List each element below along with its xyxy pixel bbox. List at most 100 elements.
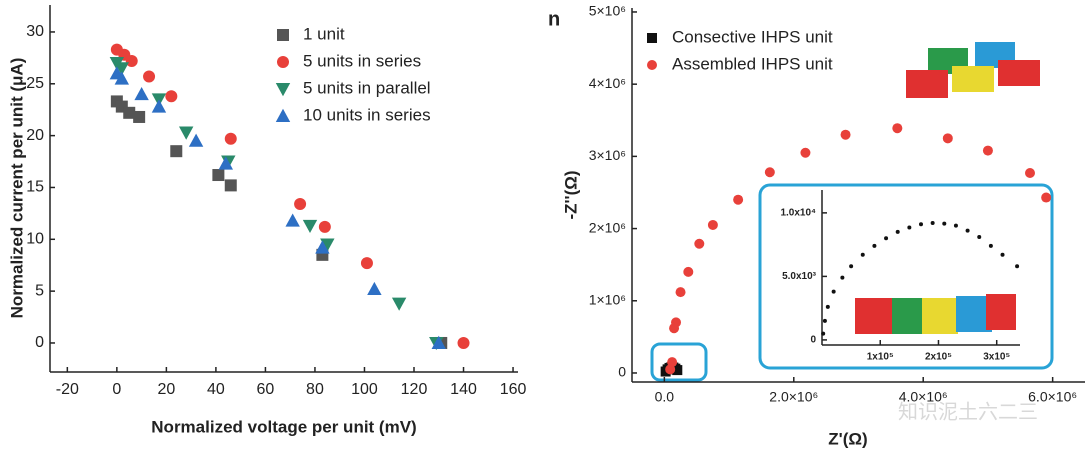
point bbox=[694, 238, 705, 249]
y-tick-label: 25 bbox=[26, 75, 44, 92]
y-tick-label: 1×10⁶ bbox=[589, 291, 626, 307]
legend-label: Assembled IHPS unit bbox=[672, 54, 833, 73]
x-tick-label: 140 bbox=[450, 381, 477, 398]
x-tick-label: 160 bbox=[500, 381, 527, 398]
x-tick-label: 4.0×10⁶ bbox=[899, 389, 948, 405]
point bbox=[133, 110, 146, 123]
point bbox=[840, 275, 845, 280]
point bbox=[988, 243, 993, 248]
point bbox=[895, 229, 900, 234]
y-axis-label: -Z''(Ω) bbox=[561, 170, 580, 219]
point bbox=[821, 331, 826, 336]
blocks-icon bbox=[906, 42, 1040, 98]
point bbox=[822, 318, 827, 323]
point bbox=[907, 225, 912, 230]
point bbox=[764, 167, 775, 178]
x-tick-label: 1x10⁵ bbox=[867, 352, 894, 363]
x-tick-label: 6.0×10⁶ bbox=[1028, 389, 1077, 405]
legend-label: 5 units in parallel bbox=[303, 78, 431, 97]
point bbox=[671, 317, 682, 328]
point bbox=[178, 126, 194, 140]
y-tick-label: 30 bbox=[26, 23, 44, 40]
y-tick-label: 20 bbox=[26, 127, 44, 144]
point bbox=[212, 169, 225, 182]
legend-marker bbox=[277, 29, 289, 41]
point bbox=[683, 266, 694, 277]
point bbox=[218, 156, 234, 170]
zoom-frame bbox=[650, 342, 708, 382]
x-tick-label: 100 bbox=[351, 381, 378, 398]
y-tick-label: 2×10⁶ bbox=[589, 219, 626, 235]
point bbox=[977, 235, 982, 240]
point bbox=[114, 71, 130, 85]
legend-marker bbox=[277, 56, 289, 68]
point bbox=[134, 86, 149, 101]
point bbox=[930, 221, 935, 226]
point bbox=[320, 238, 335, 252]
legend-marker bbox=[275, 108, 291, 122]
point bbox=[114, 62, 130, 76]
point bbox=[318, 220, 331, 233]
point bbox=[224, 179, 237, 192]
point bbox=[919, 222, 923, 227]
y-tick-label: 1.0x10⁴ bbox=[780, 208, 816, 219]
x-axis-label: Normalized voltage per unit (mV) bbox=[151, 417, 416, 436]
point bbox=[165, 90, 178, 103]
y-tick-label: 5×10⁶ bbox=[589, 3, 626, 19]
point bbox=[860, 252, 865, 257]
point bbox=[224, 132, 237, 145]
point bbox=[849, 264, 854, 269]
point bbox=[170, 145, 183, 158]
point bbox=[1000, 252, 1005, 257]
y-axis-label: Normalized current per unit (μA) bbox=[7, 58, 26, 319]
legend-label: Consective IHPS unit bbox=[672, 27, 833, 46]
y-tick-label: 0 bbox=[35, 334, 44, 351]
point bbox=[942, 221, 947, 226]
y-tick-label: 3×10⁶ bbox=[589, 147, 626, 163]
y-tick-label: 10 bbox=[26, 231, 44, 248]
point bbox=[1015, 264, 1020, 269]
point bbox=[667, 357, 678, 368]
legend-label: 1 unit bbox=[303, 24, 345, 43]
x-tick-label: 40 bbox=[207, 381, 225, 398]
blocks-row bbox=[855, 294, 1016, 334]
x-tick-label: 20 bbox=[157, 381, 175, 398]
point bbox=[431, 335, 446, 349]
x-axis-label: Z'(Ω) bbox=[828, 429, 867, 448]
point bbox=[1041, 192, 1052, 203]
x-tick-label: -20 bbox=[56, 381, 79, 398]
point bbox=[391, 297, 407, 311]
point bbox=[143, 70, 156, 83]
point bbox=[953, 223, 958, 228]
point bbox=[965, 228, 970, 233]
legend-label: 5 units in series bbox=[303, 51, 421, 70]
point bbox=[825, 304, 830, 309]
point bbox=[831, 289, 836, 294]
point bbox=[125, 54, 138, 67]
point bbox=[884, 236, 889, 241]
point bbox=[151, 99, 167, 113]
legend-label: 10 units in series bbox=[303, 105, 431, 124]
x-tick-label: 0 bbox=[112, 381, 121, 398]
point bbox=[1024, 167, 1035, 178]
point bbox=[675, 287, 686, 298]
point bbox=[942, 133, 953, 144]
legend-marker bbox=[275, 83, 291, 97]
y-tick-label: 0 bbox=[618, 364, 626, 380]
y-tick-label: 15 bbox=[26, 179, 44, 196]
point bbox=[285, 213, 300, 227]
point bbox=[840, 129, 851, 140]
panel-label: n bbox=[548, 8, 560, 30]
point bbox=[800, 147, 811, 158]
x-tick-label: 120 bbox=[401, 381, 428, 398]
point bbox=[294, 198, 307, 211]
point bbox=[733, 194, 744, 205]
point bbox=[360, 257, 373, 270]
point bbox=[457, 336, 470, 349]
y-tick-label: 4×10⁶ bbox=[589, 75, 626, 91]
watermark: 知识泥土六二三 bbox=[898, 400, 1038, 423]
point bbox=[188, 133, 204, 147]
x-tick-label: 80 bbox=[306, 381, 324, 398]
y-tick-label: 5 bbox=[35, 282, 44, 299]
